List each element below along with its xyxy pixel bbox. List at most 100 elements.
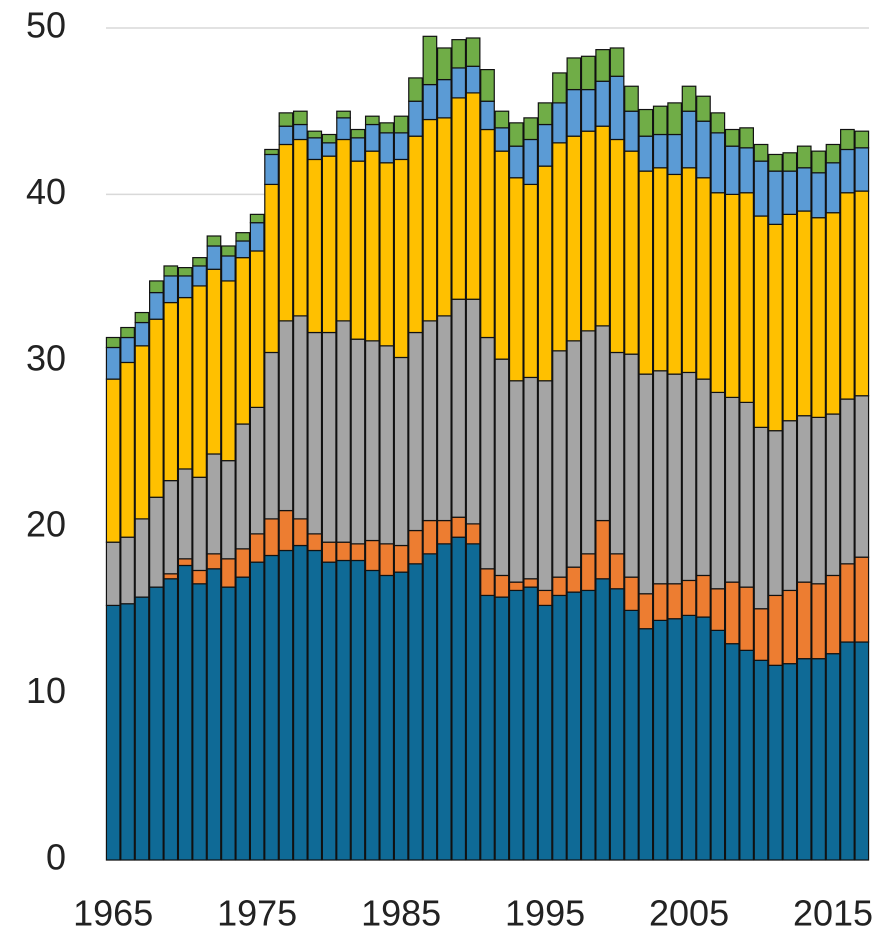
bar-segment xyxy=(364,340,380,542)
bar-segment xyxy=(163,480,179,575)
bar-segment xyxy=(609,588,625,861)
y-tick-label: 20 xyxy=(26,504,66,545)
bar-segment xyxy=(192,583,207,861)
bar-segment xyxy=(364,539,380,572)
y-tick-label: 50 xyxy=(26,5,66,46)
bar-segment xyxy=(336,320,351,543)
bar-segment xyxy=(163,578,179,861)
bar-segment xyxy=(508,177,524,382)
bar-segment xyxy=(681,110,697,169)
bar-segment xyxy=(739,127,754,149)
bar-segment xyxy=(249,222,265,252)
bar-segment xyxy=(292,138,308,317)
bar-segment xyxy=(120,336,135,364)
bar-segment xyxy=(264,148,279,156)
bar-segment xyxy=(206,268,222,455)
bar-segment xyxy=(393,544,409,573)
bar-segment xyxy=(278,112,294,127)
bar-segment xyxy=(782,152,798,172)
bar-segment xyxy=(537,102,553,126)
bar-segment xyxy=(595,519,611,580)
bar-segment xyxy=(494,127,510,152)
bar-segment xyxy=(667,133,683,176)
bar-segment xyxy=(163,301,179,482)
bar-segment xyxy=(595,49,611,82)
bar-segment xyxy=(508,581,524,592)
bar-segment xyxy=(609,553,625,590)
bar-segment xyxy=(177,468,193,560)
bar-segment xyxy=(105,604,121,861)
bar-segment xyxy=(595,325,611,522)
bar-segment xyxy=(235,423,251,550)
bar-segment xyxy=(811,150,826,174)
bar-segment xyxy=(854,130,870,149)
bar-segment xyxy=(350,137,366,162)
bar-segment xyxy=(710,132,726,194)
bar-segment xyxy=(149,318,164,498)
bar-segment xyxy=(436,78,452,119)
bar-segment xyxy=(379,543,395,577)
bar-segment xyxy=(566,566,582,593)
bar-segment xyxy=(768,153,783,172)
bar-segment xyxy=(364,115,380,126)
bar-segment xyxy=(552,594,567,861)
bar-segment xyxy=(321,541,337,563)
bar-segment xyxy=(436,117,452,317)
bar-segment xyxy=(552,576,567,597)
bar-segment xyxy=(321,561,337,861)
bar-segment xyxy=(811,416,826,585)
bar-segment xyxy=(566,57,582,91)
x-tick-label: 1965 xyxy=(73,893,153,934)
bar-segment xyxy=(134,321,150,347)
bar-segment xyxy=(436,519,452,545)
bar-segment xyxy=(249,213,265,224)
bar-segment xyxy=(379,122,395,134)
bar-segment xyxy=(566,88,582,137)
bar-segment xyxy=(624,150,639,355)
bar-segment xyxy=(854,556,870,643)
bar-segment xyxy=(249,406,265,535)
bar-segment xyxy=(796,167,812,212)
bar-segment xyxy=(336,110,351,119)
bar-segment xyxy=(321,142,337,157)
bar-segment xyxy=(206,568,222,861)
y-tick-label: 10 xyxy=(26,670,66,711)
bar-segment xyxy=(177,267,193,277)
bar-segment xyxy=(480,568,495,597)
bar-segment xyxy=(120,536,135,605)
bar-segment xyxy=(796,210,812,417)
bar-segment xyxy=(278,320,294,512)
bar-segment xyxy=(854,641,870,861)
bar-segment xyxy=(307,533,323,552)
bar-segment xyxy=(811,658,826,861)
bar-segment xyxy=(624,609,639,861)
bar-segment xyxy=(508,589,524,861)
bar-segment xyxy=(436,47,452,81)
bar-segment xyxy=(436,315,452,522)
bar-segment xyxy=(149,496,164,588)
bar-segment xyxy=(379,574,395,861)
bar-segment xyxy=(753,143,769,162)
bar-segment xyxy=(753,608,769,661)
bar-segment xyxy=(336,559,351,861)
bar-segment xyxy=(393,132,409,161)
bar-segment xyxy=(652,105,668,136)
bar-segment xyxy=(652,370,668,585)
bar-segment xyxy=(221,255,236,282)
bar-segment xyxy=(393,356,409,547)
bar-segment xyxy=(480,594,495,861)
bar-segment xyxy=(149,291,164,320)
bar-segment xyxy=(537,123,553,167)
bar-segment xyxy=(724,581,740,645)
bar-segment xyxy=(681,371,697,582)
bar-segment xyxy=(710,629,726,861)
bar-segment xyxy=(696,574,711,618)
bar-segment xyxy=(825,574,841,655)
bar-segment xyxy=(825,413,841,577)
bar-segment xyxy=(451,298,467,518)
bar-segment xyxy=(782,589,798,665)
bar-segment xyxy=(134,596,150,861)
bar-segment xyxy=(235,240,251,259)
bar-segment xyxy=(465,37,481,67)
